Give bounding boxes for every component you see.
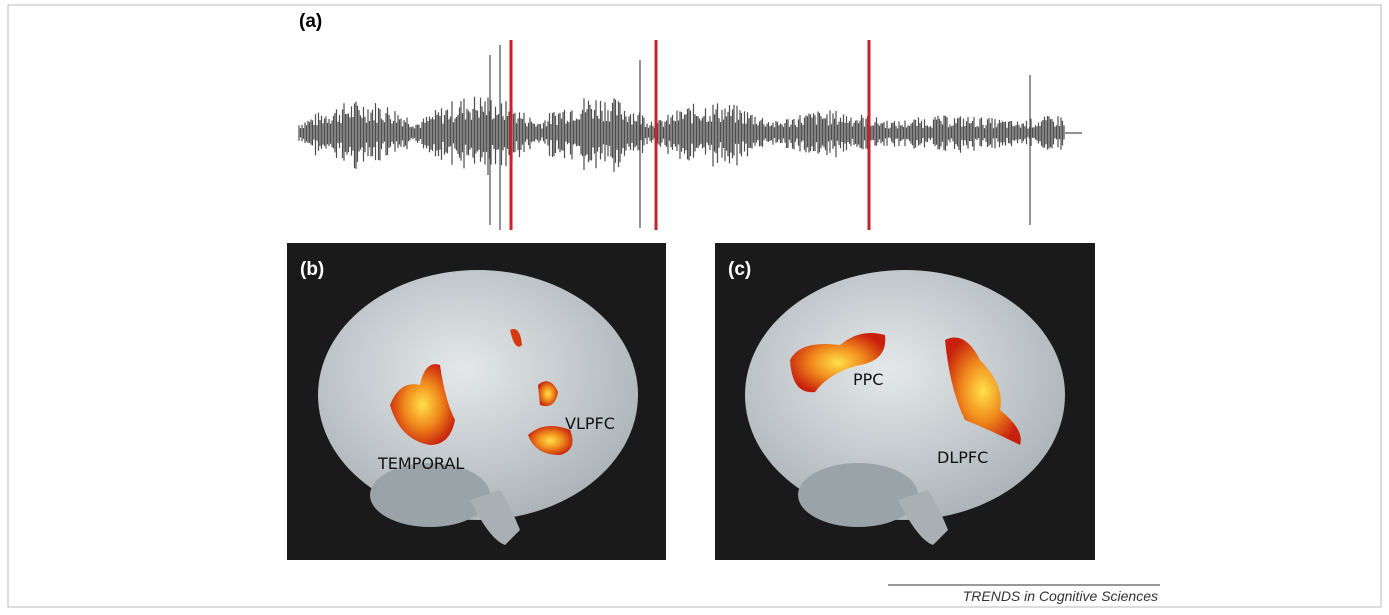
page: (a) (b) TEMPORAL VLPFC (c) PPC DLPFC TRE… [0, 0, 1389, 615]
waveform [299, 45, 1082, 230]
panel-label: (c) [728, 259, 751, 280]
figure: (a) (b) TEMPORAL VLPFC (c) PPC DLPFC TRE… [0, 0, 1389, 615]
panel-label: (b) [300, 259, 324, 280]
region-label: PPC [853, 370, 883, 389]
region-label: DLPFC [937, 448, 988, 467]
panel-c: (c) PPC DLPFC [715, 243, 1095, 560]
region-label: VLPFC [565, 414, 615, 433]
panel-label: (a) [299, 11, 322, 32]
waveform-trace [299, 45, 1082, 230]
figure-frame [8, 5, 1381, 607]
footer-source: TRENDS in Cognitive Sciences [963, 588, 1158, 604]
panel-b: (b) TEMPORAL VLPFC [287, 243, 666, 560]
region-label: TEMPORAL [377, 454, 464, 473]
